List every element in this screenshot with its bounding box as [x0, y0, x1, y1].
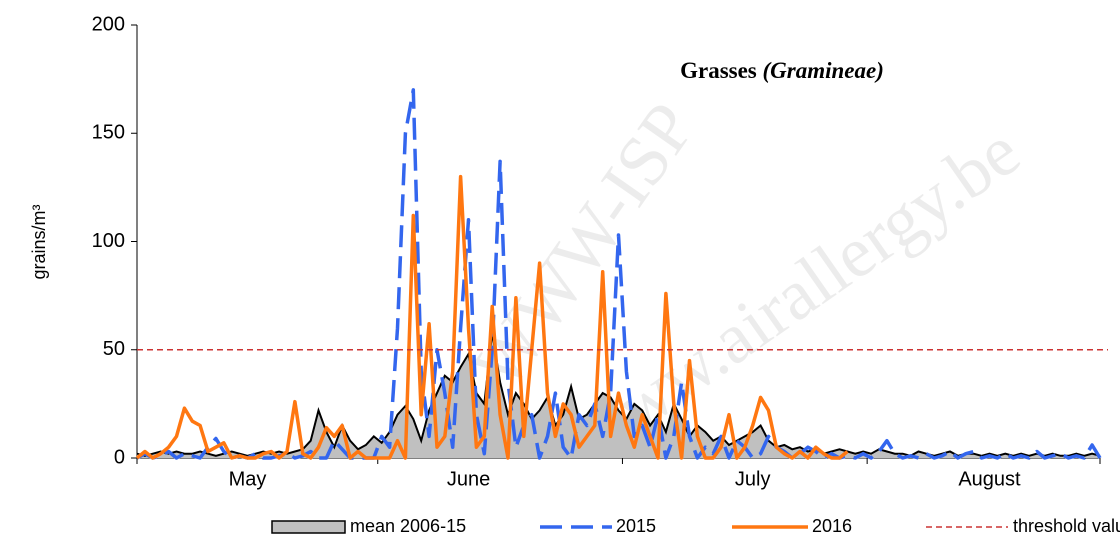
y-tick-label: 0 — [114, 446, 125, 468]
legend-label: 2015 — [616, 516, 656, 536]
area — [137, 332, 1100, 458]
y-tick-label: 200 — [92, 13, 125, 35]
chart-title: Grasses (Gramineae) — [680, 58, 884, 83]
legend-label: threshold value — [1013, 516, 1120, 536]
legend-label: 2016 — [812, 516, 852, 536]
x-tick-label: August — [958, 468, 1021, 490]
legend-swatch — [271, 520, 346, 534]
y-tick-label: 100 — [92, 230, 125, 252]
x-tick-label: July — [735, 468, 771, 490]
x-tick-label: June — [447, 468, 490, 490]
line — [136, 332, 1101, 457]
title-main: Grasses — [680, 58, 757, 83]
title-italic: (Gramineae) — [763, 58, 884, 83]
y-tick-label: 50 — [103, 338, 125, 360]
legend-label: mean 2006-15 — [350, 516, 466, 536]
y-tick-label: 150 — [92, 122, 125, 144]
line — [136, 88, 1102, 460]
x-tick-label: May — [229, 468, 267, 490]
line — [135, 174, 849, 460]
y-axis-label: grains/m³ — [29, 204, 49, 279]
